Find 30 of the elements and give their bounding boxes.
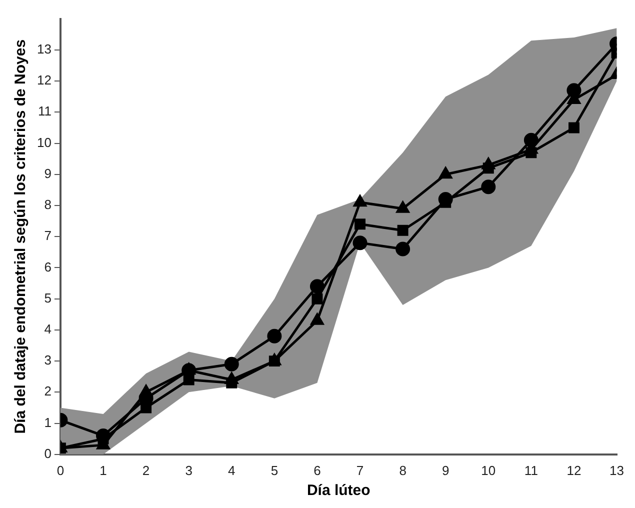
x-tick-label: 12 — [566, 462, 582, 478]
x-tick-label: 10 — [481, 462, 496, 478]
y-tick-label: 3 — [44, 352, 52, 368]
x-tick-label: 13 — [610, 462, 624, 478]
x-axis-title: Día lúteo — [306, 482, 370, 500]
y-tick-label: 6 — [44, 259, 52, 274]
y-tick-label: 5 — [44, 290, 52, 306]
y-tick-label: 11 — [38, 104, 52, 119]
y-tick-label: 2 — [44, 384, 52, 399]
y-tick-label: 4 — [44, 322, 52, 337]
x-tick-label: 7 — [356, 462, 364, 478]
x-tick-label: 8 — [399, 462, 406, 478]
x-tick-label: 1 — [100, 462, 107, 478]
y-axis-title: Día del dataje endometrial según los criterios de Noyes — [12, 39, 30, 434]
y-tick-label: 9 — [44, 166, 52, 181]
x-tick-label: 6 — [314, 462, 321, 478]
x-tick-label: 4 — [228, 462, 236, 478]
y-tick-label: 7 — [44, 228, 52, 244]
y-tick-label: 10 — [36, 134, 52, 150]
y-tick-label: 0 — [44, 446, 52, 461]
x-tick-label: 11 — [524, 462, 538, 478]
x-tick-label: 2 — [142, 462, 150, 478]
x-tick-label: 9 — [442, 462, 450, 478]
y-tick-label: 13 — [36, 41, 52, 56]
x-tick-label: 3 — [185, 462, 192, 478]
y-tick-label: 8 — [44, 197, 52, 212]
x-tick-label: 0 — [56, 462, 64, 478]
y-tick-label: 12 — [36, 72, 52, 88]
y-tick-label: 1 — [44, 414, 52, 430]
x-tick-label: 5 — [270, 462, 278, 478]
